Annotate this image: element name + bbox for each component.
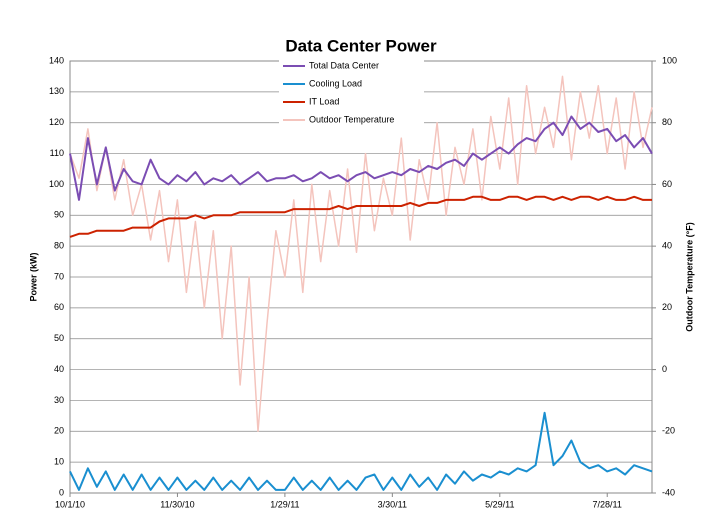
y-tick-label: 40 [54,364,64,374]
x-tick-label: 1/29/11 [270,499,299,509]
y2-tick-label: 40 [662,241,672,251]
y2-tick-label: 80 [662,117,672,127]
y-tick-label: 30 [54,395,64,405]
x-tick-label: 5/29/11 [485,499,514,509]
legend-box [279,60,424,130]
y-tick-label: 10 [54,457,64,467]
x-tick-label: 10/1/10 [55,499,85,509]
x-tick-label: 3/30/11 [378,499,407,509]
y-tick-label: 70 [54,271,64,281]
y-tick-label: 90 [54,210,64,220]
y2-tick-label: -40 [662,487,675,497]
y-tick-label: 50 [54,333,64,343]
x-tick-label: 7/28/11 [593,499,622,509]
series-line [69,411,653,491]
y-axis-title: Power (kW) [28,252,38,301]
y2-axis-title: Outdoor Temperature (°F) [684,222,694,331]
series-line [69,75,653,433]
series-line [69,195,652,238]
y-tick-label: 110 [50,148,64,158]
y-tick-label: 20 [54,426,64,436]
x-tick-label: 11/30/10 [160,499,194,509]
y-tick-label: 140 [49,55,64,65]
y2-tick-label: -20 [662,426,675,436]
y2-tick-label: 0 [662,364,667,374]
series-line [69,115,653,201]
y2-tick-label: 100 [662,55,677,65]
y-tick-label: 120 [49,117,64,127]
legend-label: Cooling Load [309,78,362,88]
y-tick-label: 80 [54,241,64,251]
y-tick-label: 130 [49,86,64,96]
legend-label: Outdoor Temperature [309,114,394,124]
y-tick-label: 100 [49,179,64,189]
chart-title: Data Center Power [285,36,437,55]
y2-tick-label: 20 [662,302,672,312]
legend-label: Total Data Center [309,60,379,70]
legend-label: IT Load [309,96,339,106]
y-tick-label: 60 [54,302,64,312]
y-tick-label: 0 [59,487,64,497]
y2-tick-label: 60 [662,179,672,189]
